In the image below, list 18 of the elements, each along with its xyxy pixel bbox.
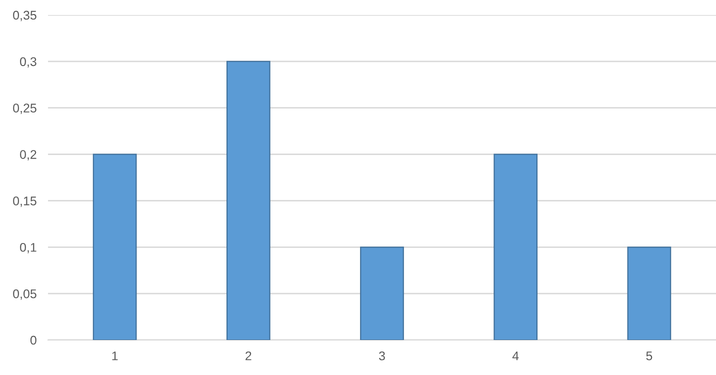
x-tick-label: 4 xyxy=(512,352,519,360)
y-tick-label: 0,15 xyxy=(13,196,36,207)
y-tick-label: 0,35 xyxy=(13,10,36,22)
y-tick-label: 0,2 xyxy=(20,150,36,160)
bar xyxy=(226,60,270,340)
bar xyxy=(360,246,404,340)
y-tick-label: 0,05 xyxy=(13,289,36,300)
bar xyxy=(494,154,538,340)
bar xyxy=(92,154,137,340)
x-tick-label: 5 xyxy=(646,352,652,360)
y-tick-label: 0,3 xyxy=(20,57,36,68)
y-tick-label: 0 xyxy=(30,336,36,345)
x-tick-label: 2 xyxy=(246,351,252,360)
x-tick-label: 3 xyxy=(379,351,385,360)
x-tick-label: 1 xyxy=(112,352,118,360)
y-tick-label: 0,25 xyxy=(13,104,36,114)
bar xyxy=(627,246,672,340)
y-tick-label: 0,1 xyxy=(20,242,36,254)
